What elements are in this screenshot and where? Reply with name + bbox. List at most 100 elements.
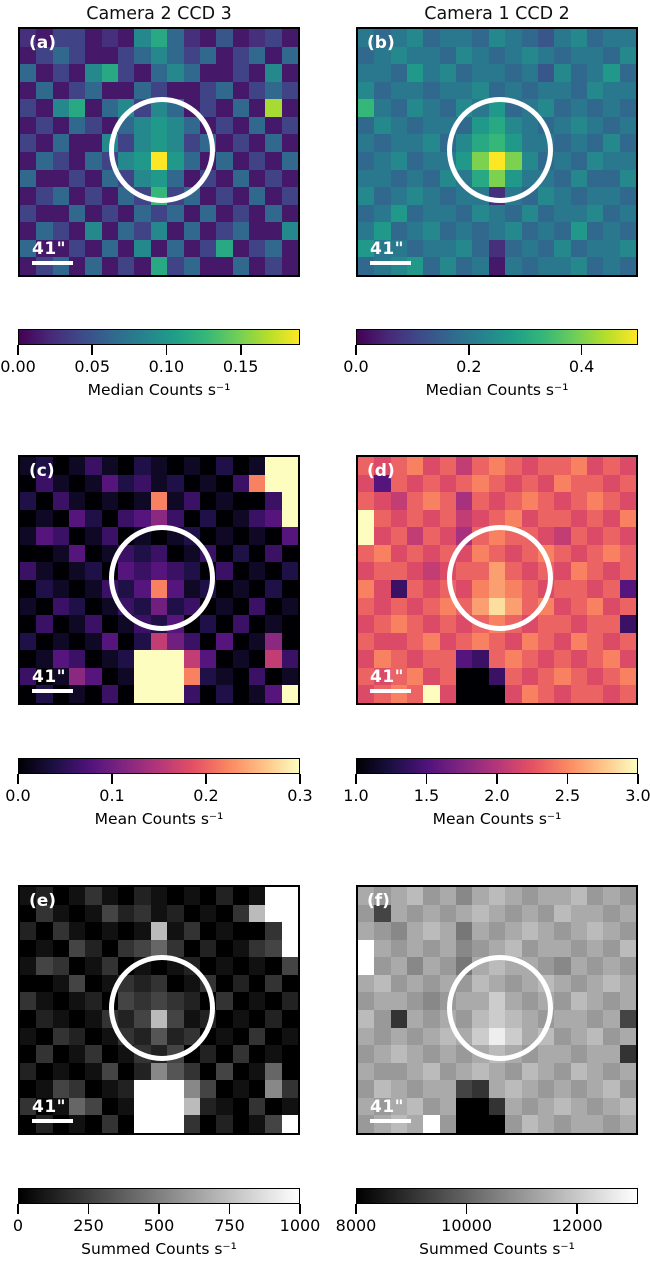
heatmap-cell (36, 1097, 53, 1116)
heatmap-cell (281, 222, 298, 240)
heatmap-cell (281, 1009, 298, 1028)
heatmap-cell (248, 579, 266, 598)
colorbar-axis-label: Summed Counts s⁻¹ (419, 1240, 575, 1258)
heatmap-cell (101, 204, 119, 223)
heatmap-cell (199, 457, 217, 475)
colorbar-tick-label: 2.5 (554, 786, 581, 805)
colorbar-tick (355, 345, 357, 355)
scalebar-line (32, 688, 73, 693)
heatmap-cell (69, 562, 86, 580)
heatmap-cell (619, 1115, 636, 1133)
heatmap-cell (216, 1115, 233, 1133)
heatmap-cell (603, 1045, 620, 1063)
heatmap-cell (36, 239, 53, 258)
heatmap-cell (358, 239, 375, 258)
heatmap-cell (521, 904, 538, 923)
heatmap-cell (85, 134, 102, 152)
heatmap-cell (216, 667, 233, 686)
heatmap-cell (85, 222, 102, 240)
heatmap-cell (199, 64, 217, 82)
heatmap-cell (167, 257, 184, 275)
heatmap-cell (423, 992, 440, 1010)
heatmap-cell (248, 685, 266, 703)
heatmap-cell (570, 116, 587, 135)
heatmap-cell (619, 116, 636, 135)
heatmap-cell (570, 134, 587, 152)
heatmap-cell (358, 1062, 375, 1081)
panel-label: (c) (29, 461, 55, 481)
heatmap-cell (570, 957, 587, 975)
heatmap-cell (248, 1045, 266, 1063)
heatmap-cell (423, 1027, 440, 1046)
heatmap-cell (167, 887, 184, 905)
heatmap-cell (358, 46, 375, 65)
heatmap-cell (36, 667, 53, 686)
heatmap-cell (374, 992, 391, 1010)
heatmap-cell (472, 46, 489, 65)
heatmap-cell (265, 992, 282, 1010)
heatmap-cell (248, 64, 266, 82)
heatmap-cell (216, 99, 233, 117)
heatmap-cell (150, 1062, 168, 1081)
scalebar-line (370, 1118, 411, 1123)
heatmap-cell (407, 64, 424, 82)
heatmap-cell (554, 1097, 571, 1116)
heatmap-cell (248, 239, 266, 258)
heatmap-cell (281, 1062, 298, 1081)
heatmap-cell (199, 1097, 217, 1116)
heatmap-cell (619, 134, 636, 152)
heatmap-cell (407, 1115, 424, 1133)
heatmap-cell (36, 597, 53, 616)
heatmap-cell (150, 667, 168, 686)
heatmap-cell (199, 1045, 217, 1063)
heatmap-cell (423, 492, 440, 510)
heatmap-cell (265, 1062, 282, 1081)
heatmap-cell (85, 957, 102, 975)
colorbar-tick-label: 1.5 (413, 786, 440, 805)
heatmap-cell (374, 1009, 391, 1028)
heatmap-cell (36, 64, 53, 82)
heatmap-cell (232, 99, 249, 117)
heatmap-cell (390, 650, 408, 668)
heatmap-cell (619, 492, 636, 510)
heatmap-cell (36, 992, 53, 1010)
heatmap-cell (407, 1009, 424, 1028)
heatmap-cell (390, 134, 408, 152)
heatmap-cell (183, 685, 200, 703)
heatmap-cell (101, 257, 119, 275)
heatmap-cell (423, 1115, 440, 1133)
heatmap-cell (199, 922, 217, 940)
heatmap-cell (52, 1062, 70, 1081)
heatmap-cell (248, 46, 266, 65)
heatmap-cell (603, 1027, 620, 1046)
heatmap-cell (232, 169, 249, 188)
heatmap-cell (118, 1062, 135, 1081)
colorbar-tick (576, 1204, 579, 1214)
heatmap-cell (101, 239, 119, 258)
heatmap-cell (36, 562, 53, 580)
heatmap-cell (586, 527, 604, 545)
heatmap-cell (20, 1045, 37, 1063)
heatmap-cell (358, 1009, 375, 1028)
heatmap-cell (101, 46, 119, 65)
heatmap-cell (521, 509, 538, 528)
heatmap-cell (216, 957, 233, 975)
heatmap-cell (52, 579, 70, 598)
heatmap-cell (423, 650, 440, 668)
heatmap-cell (69, 509, 86, 528)
heatmap-cell (586, 29, 604, 47)
heatmap-cell (281, 1027, 298, 1046)
panel-label: (e) (29, 891, 57, 911)
heatmap-cell (488, 64, 506, 82)
heatmap-cell (554, 992, 571, 1010)
scalebar-label: 41" (32, 1097, 67, 1117)
heatmap-cell (20, 562, 37, 580)
heatmap-cell (69, 204, 86, 223)
heatmap-cell (167, 667, 184, 686)
heatmap-cell (390, 1097, 408, 1116)
heatmap-cell (101, 1045, 119, 1063)
heatmap-cell (554, 29, 571, 47)
heatmap-cell (586, 64, 604, 82)
heatmap-cell (118, 1097, 135, 1116)
heatmap-cell (603, 544, 620, 563)
